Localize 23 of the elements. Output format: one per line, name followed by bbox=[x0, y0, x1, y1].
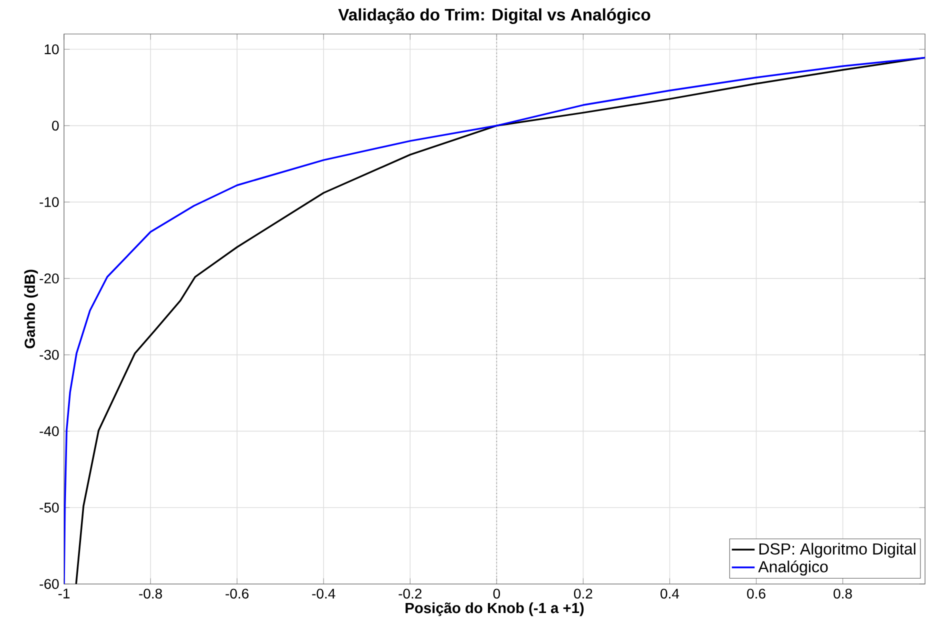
y-tick-label: -60 bbox=[40, 579, 59, 589]
x-tick-label: 0.8 bbox=[834, 588, 852, 599]
y-axis-title: Ganho (dB) bbox=[24, 270, 38, 348]
x-tick-label: -0.8 bbox=[139, 588, 162, 599]
x-tick-label: 0.6 bbox=[747, 588, 766, 599]
y-tick-label: -50 bbox=[40, 502, 59, 513]
y-tick-label: 0 bbox=[52, 120, 59, 131]
y-tick-label: -10 bbox=[40, 197, 59, 208]
chart-title: Validação do Trim: Digital vs Analógico bbox=[338, 8, 650, 24]
x-tick-label: 0.4 bbox=[660, 588, 680, 599]
y-tick-label: -40 bbox=[40, 426, 59, 436]
y-tick-label: 10 bbox=[44, 44, 59, 54]
y-tick-label: -20 bbox=[40, 273, 59, 284]
y-tick-label: -30 bbox=[40, 350, 59, 360]
x-tick-label: -1 bbox=[58, 588, 70, 598]
x-tick-label: -0.6 bbox=[226, 588, 249, 599]
x-tick-label: 0 bbox=[493, 588, 500, 599]
x-tick-label: 0.2 bbox=[574, 588, 592, 599]
legend-label: Analógico bbox=[758, 560, 828, 576]
x-tick-label: -0.4 bbox=[312, 588, 336, 599]
legend-label: DSP: Algoritmo Digital bbox=[759, 542, 916, 558]
x-axis-title: Posição do Knob (-1 a +1) bbox=[406, 602, 584, 616]
x-tick-label: -0.2 bbox=[398, 588, 422, 599]
